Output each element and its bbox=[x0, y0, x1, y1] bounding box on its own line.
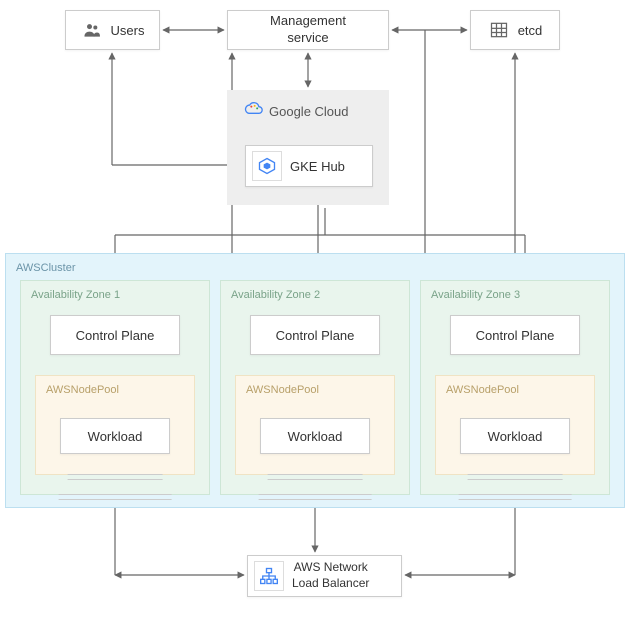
aws-nlb-node: AWS Network Load Balancer bbox=[247, 555, 402, 597]
control-plane-3: Control Plane bbox=[450, 315, 580, 355]
control-plane-label: Control Plane bbox=[76, 328, 155, 343]
workload-1: Workload bbox=[60, 418, 170, 454]
users-label: Users bbox=[111, 23, 145, 38]
etcd-node: etcd bbox=[470, 10, 560, 50]
workload-label: Workload bbox=[488, 429, 543, 444]
google-cloud-icon bbox=[243, 100, 263, 123]
management-label: Management service bbox=[270, 13, 346, 47]
gc-text: Google Cloud bbox=[269, 104, 349, 119]
aws-cluster-label: AWSCluster bbox=[16, 262, 76, 274]
gke-hub-node: GKE Hub bbox=[245, 145, 373, 187]
workload-label: Workload bbox=[88, 429, 143, 444]
etcd-label: etcd bbox=[518, 23, 543, 38]
users-icon bbox=[81, 19, 103, 41]
control-plane-label: Control Plane bbox=[476, 328, 555, 343]
control-plane-1: Control Plane bbox=[50, 315, 180, 355]
stack-decoration bbox=[59, 494, 172, 500]
az-label: Availability Zone 1 bbox=[31, 289, 120, 301]
stack-decoration bbox=[268, 474, 363, 480]
az-label: Availability Zone 2 bbox=[231, 289, 320, 301]
users-node: Users bbox=[65, 10, 160, 50]
nodepool-label: AWSNodePool bbox=[246, 384, 319, 396]
nodepool-label: AWSNodePool bbox=[46, 384, 119, 396]
control-plane-2: Control Plane bbox=[250, 315, 380, 355]
google-cloud-label: Google Cloud bbox=[243, 100, 349, 123]
stack-decoration bbox=[68, 474, 163, 480]
az-label: Availability Zone 3 bbox=[431, 289, 520, 301]
nlb-icon bbox=[254, 561, 284, 591]
stack-decoration bbox=[259, 494, 372, 500]
workload-label: Workload bbox=[288, 429, 343, 444]
stack-decoration bbox=[468, 474, 563, 480]
control-plane-label: Control Plane bbox=[276, 328, 355, 343]
stack-decoration bbox=[459, 494, 572, 500]
workload-3: Workload bbox=[460, 418, 570, 454]
gke-hub-icon bbox=[252, 151, 282, 181]
workload-2: Workload bbox=[260, 418, 370, 454]
gke-hub-label: GKE Hub bbox=[290, 159, 345, 174]
nlb-label: AWS Network Load Balancer bbox=[292, 560, 369, 591]
management-service-node: Management service bbox=[227, 10, 389, 50]
etcd-icon bbox=[488, 19, 510, 41]
nodepool-label: AWSNodePool bbox=[446, 384, 519, 396]
